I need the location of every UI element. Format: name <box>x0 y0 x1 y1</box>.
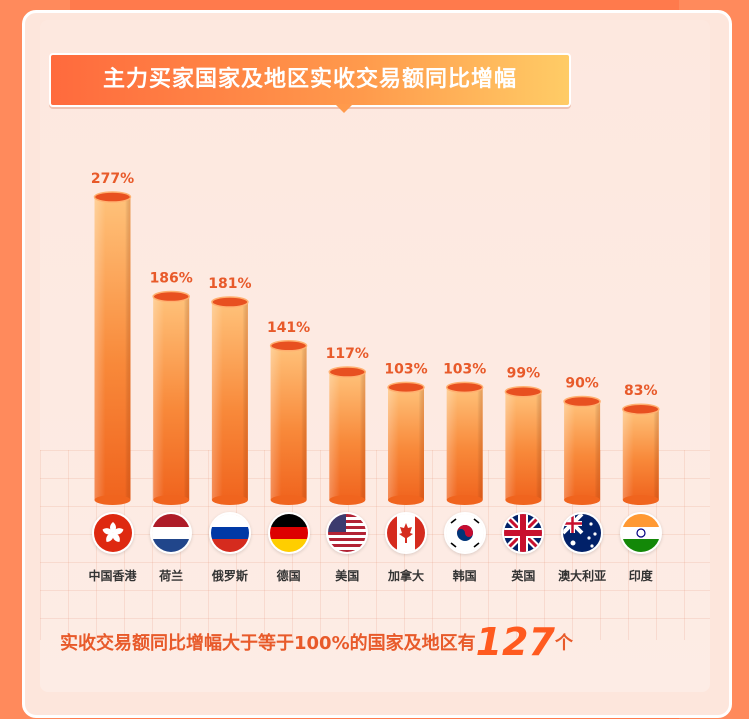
bar-base <box>622 495 659 505</box>
country-label: 澳大利亚 <box>558 569 607 583</box>
bar-shade <box>505 391 542 500</box>
bar-top <box>387 381 425 394</box>
bar-5: 117% <box>326 346 369 505</box>
bar-shade <box>94 197 131 500</box>
netherlands-flag-icon <box>150 512 193 554</box>
footer-summary: 实收交易额同比增幅大于等于100%的国家及地区有127个 <box>60 620 620 664</box>
bar-6: 103% <box>384 361 428 505</box>
footer-count: 127 <box>475 620 555 664</box>
bar-shade <box>564 401 601 500</box>
bar-8: 99% <box>504 366 543 505</box>
value-label: 181% <box>208 276 251 292</box>
uk-flag-icon <box>502 512 545 554</box>
title-banner: 主力买家国家及地区实收交易额同比增幅 <box>49 53 571 107</box>
value-label: 90% <box>565 376 599 392</box>
bar-base <box>505 495 542 505</box>
footer-suffix: 个 <box>554 633 573 654</box>
bar-base <box>329 495 366 505</box>
bar-top <box>622 403 660 415</box>
value-label: 277% <box>91 171 134 187</box>
country-label: 俄罗斯 <box>211 569 248 583</box>
bar-top <box>269 340 308 352</box>
value-label: 99% <box>507 366 541 382</box>
india-flag-icon <box>619 512 662 554</box>
bar-shade <box>388 387 424 500</box>
bar-shade <box>622 409 659 500</box>
bar-3: 181% <box>208 276 252 505</box>
bar-shade <box>153 296 190 500</box>
value-label: 141% <box>267 320 310 336</box>
australia-flag-icon <box>561 512 604 554</box>
bar-base <box>270 495 307 505</box>
country-label: 德国 <box>276 569 301 583</box>
chart-panel <box>40 20 710 692</box>
usa-flag-icon <box>326 512 369 554</box>
title-pointer <box>335 104 353 113</box>
bar-9: 90% <box>563 376 601 505</box>
bar-4: 141% <box>267 320 310 505</box>
bar-base <box>153 495 190 505</box>
value-label: 117% <box>326 346 369 362</box>
bar-shade <box>211 302 248 500</box>
bar-top <box>152 290 190 303</box>
footer-prefix: 实收交易额同比增幅大于等于100%的国家及地区有 <box>60 633 476 654</box>
country-label: 英国 <box>511 569 536 583</box>
korea-flag-icon <box>443 512 486 554</box>
value-label: 103% <box>443 361 486 377</box>
canada-flag-icon <box>385 512 427 554</box>
country-label: 韩国 <box>452 569 477 583</box>
bar-top <box>211 296 249 308</box>
value-label: 186% <box>150 271 193 287</box>
bar-shade <box>270 345 307 500</box>
bar-base <box>564 495 601 505</box>
value-label: 103% <box>384 361 427 377</box>
bar-top <box>93 191 132 203</box>
hong-kong-flag-icon <box>91 512 134 554</box>
bar-top <box>328 366 367 378</box>
bar-base <box>211 495 248 505</box>
russia-flag-icon <box>208 512 251 554</box>
bar-shade <box>329 372 366 500</box>
bar-base <box>446 495 483 505</box>
bar-top <box>504 385 543 398</box>
bar-10: 83% <box>622 383 660 505</box>
bar-base <box>94 495 131 505</box>
country-label: 荷兰 <box>159 569 184 583</box>
bar-top <box>445 381 484 394</box>
bar-top <box>563 395 601 408</box>
germany-flag-icon <box>267 512 310 554</box>
bar-1: 277% <box>91 171 134 505</box>
country-label: 印度 <box>628 569 653 583</box>
bar-2: 186% <box>150 271 193 505</box>
bar-base <box>388 495 424 505</box>
value-label: 83% <box>624 383 658 399</box>
country-label: 加拿大 <box>387 569 424 583</box>
bar-7: 103% <box>443 361 486 505</box>
chart-title: 主力买家国家及地区实收交易额同比增幅 <box>102 67 517 92</box>
country-label: 美国 <box>335 569 360 583</box>
country-label: 中国香港 <box>88 569 137 583</box>
bar-shade <box>446 387 483 500</box>
